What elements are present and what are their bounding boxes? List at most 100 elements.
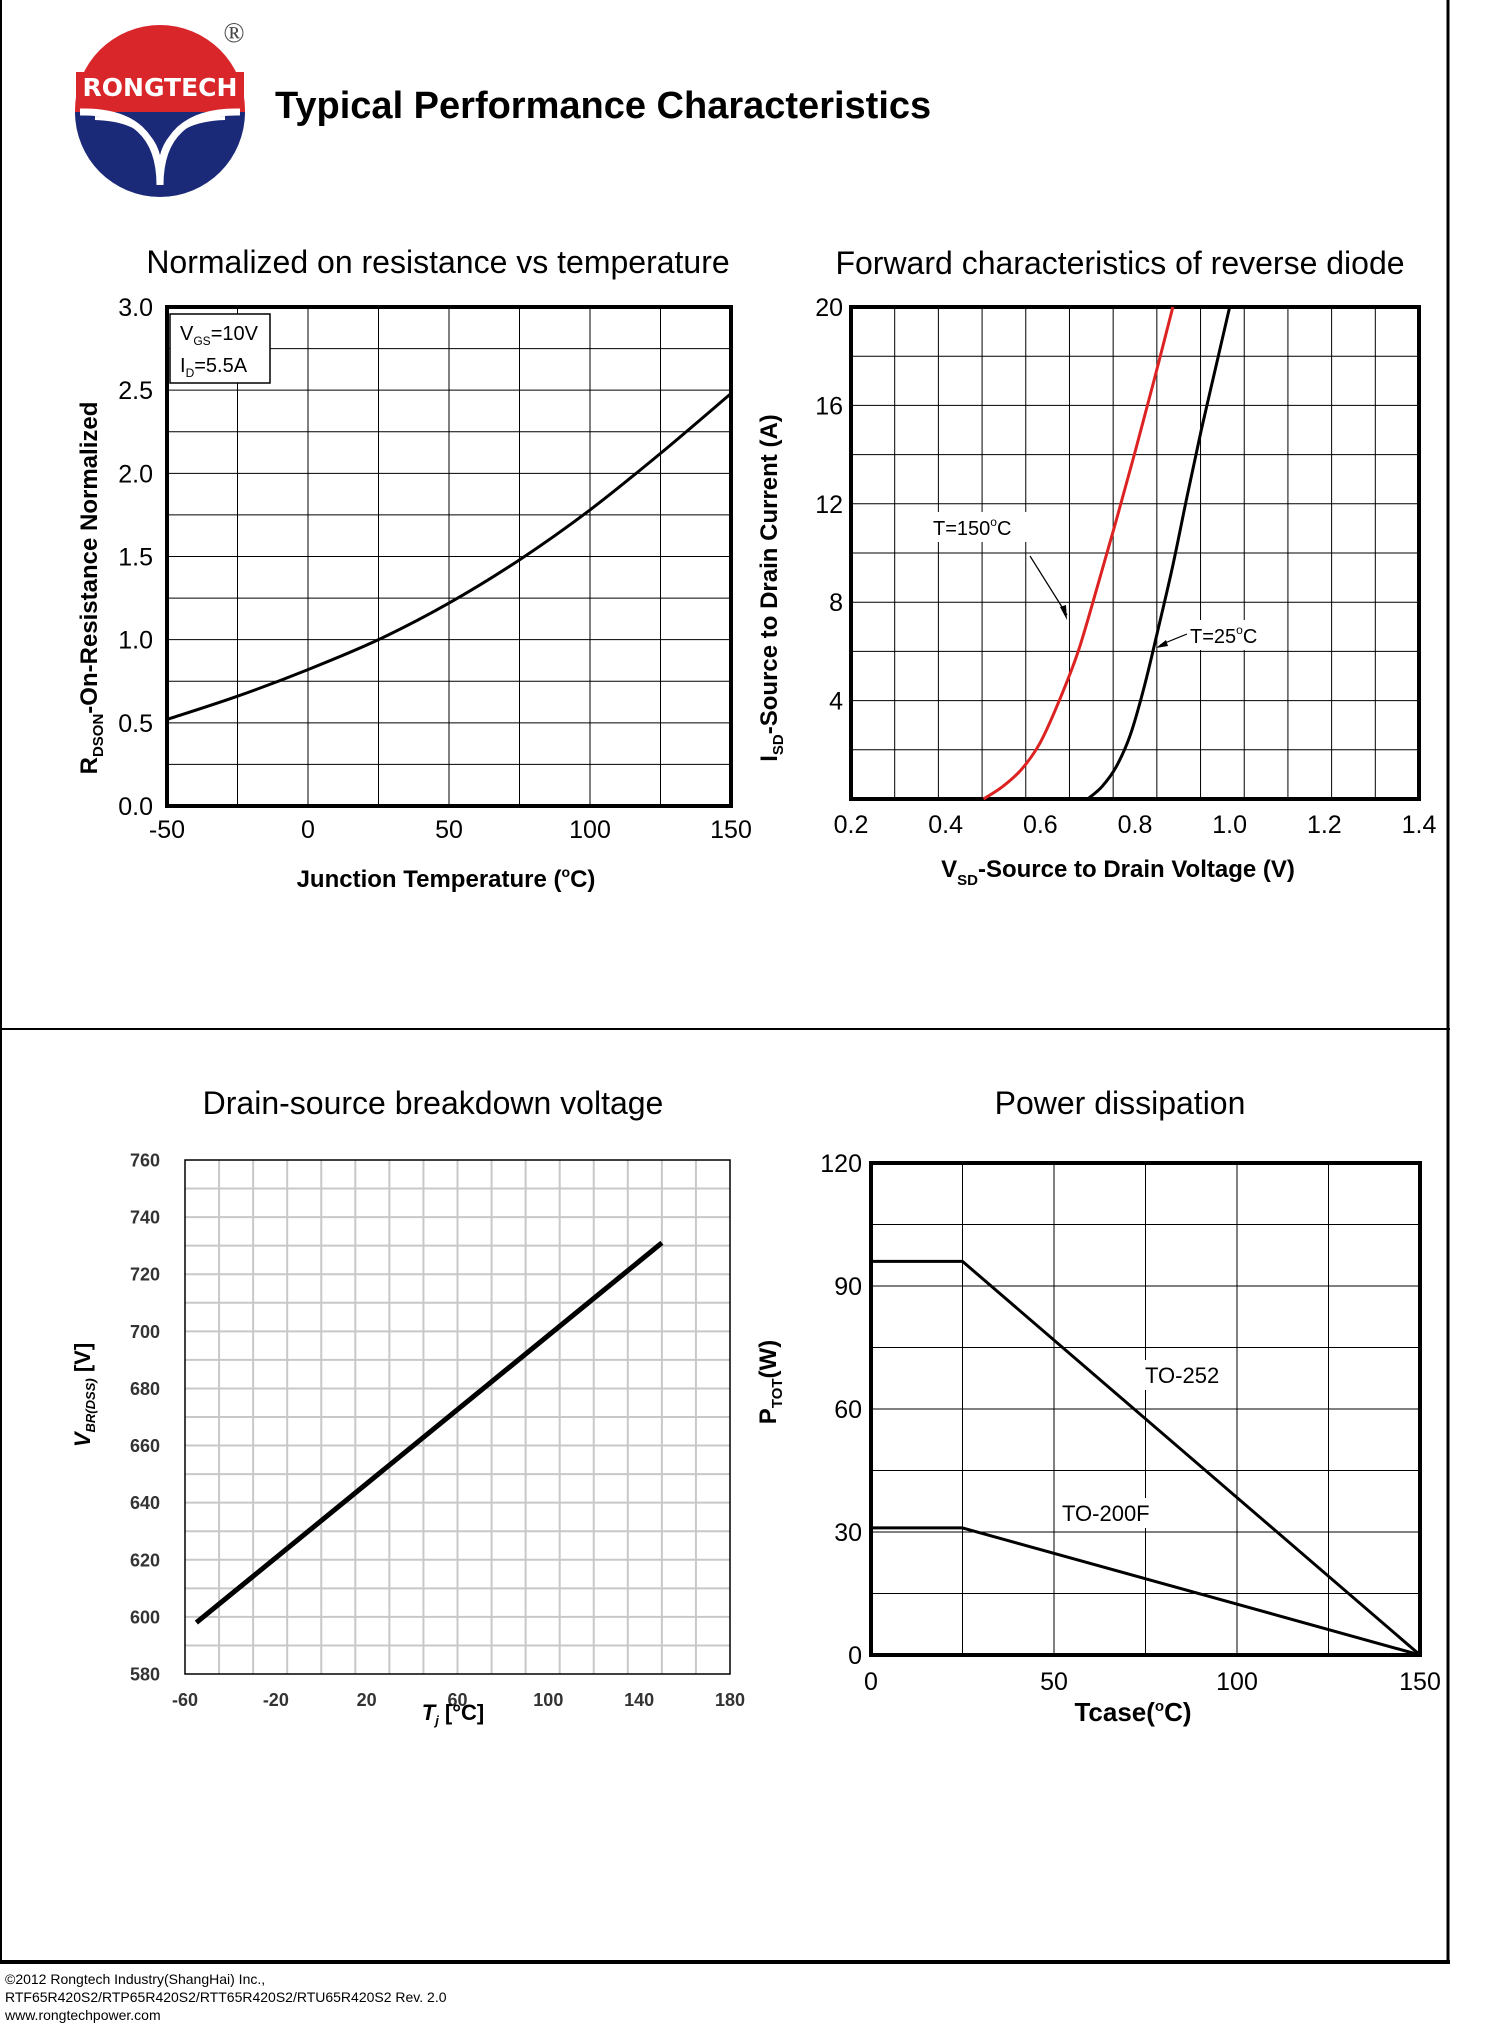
svg-text:T=150oC: T=150oC [933, 515, 1011, 540]
y-axis-label: ISD-Source to Drain Current (A) [756, 414, 787, 762]
chart-bvdss: Drain-source breakdown voltage -60 -20 20 6… [70, 1085, 745, 1728]
rongtech-logo: RONGTECH [75, 25, 245, 197]
series-line-to-200f [871, 1526, 1421, 1657]
x-tick-label: -20 [263, 1690, 289, 1710]
x-tick-label: 1.2 [1307, 811, 1342, 839]
chart-rdson: Normalized on resistance vs temperature … [76, 244, 752, 893]
x-axis-label: Tcase(oC) [1074, 1697, 1191, 1727]
x-tick-label: 20 [357, 1690, 377, 1710]
x-tick-label: 150 [710, 816, 752, 844]
y-tick-label: 580 [130, 1664, 160, 1684]
series-line-rdson [166, 392, 732, 721]
series-label: TO-252 [1145, 1363, 1219, 1388]
x-axis-label: Tj [°C] [422, 1700, 485, 1728]
y-tick-label: 30 [834, 1519, 862, 1547]
grid [165, 305, 733, 808]
chart-title: Power dissipation [995, 1085, 1246, 1121]
y-tick-label: 660 [130, 1436, 160, 1456]
plot-frame [849, 305, 1421, 801]
y-tick-label: 720 [130, 1265, 160, 1285]
logo-text: RONGTECH [83, 73, 238, 102]
condition-box: VGS=10V ID=5.5A [169, 313, 271, 384]
series-label: TO-200F [1062, 1501, 1150, 1526]
page-title: Typical Performance Characteristics [275, 85, 931, 127]
chart-title: Drain-source breakdown voltage [203, 1085, 664, 1121]
svg-text:T=25oC: T=25oC [1190, 623, 1257, 648]
annotation-vgs: VGS=10V [180, 323, 259, 348]
y-tick-label: 1.0 [118, 627, 153, 655]
x-tick-label: 0 [301, 816, 315, 844]
y-tick-label: 90 [834, 1273, 862, 1301]
series [871, 1259, 1421, 1657]
x-tick-label: 100 [533, 1690, 563, 1710]
x-tick-label: -50 [149, 816, 185, 844]
x-tick-label: 140 [624, 1690, 654, 1710]
x-tick-label: 50 [435, 816, 463, 844]
callout-150c: T=150oC [925, 512, 1068, 620]
y-tick-label: 4 [829, 688, 843, 716]
series-line-t-150-c [982, 306, 1175, 801]
chart-ptot: Power dissipation 0 50 100 150 0 30 60 90 120 TO… [755, 1085, 1441, 1727]
x-tick-label: 0.6 [1023, 811, 1058, 839]
registered-mark: ® [223, 18, 244, 49]
y-axis-label: RDSON-On-Resistance Normalized [76, 402, 107, 775]
y-tick-label: 12 [815, 491, 843, 519]
series [166, 392, 732, 721]
x-tick-label: 1.4 [1402, 811, 1437, 839]
website: www.rongtechpower.com [5, 2007, 161, 2023]
series-line-to-252 [871, 1259, 1421, 1657]
x-tick-label: 0.2 [834, 811, 869, 839]
series-line-t-25-c [1086, 306, 1232, 801]
y-tick-label: 1.5 [118, 544, 153, 572]
x-tick-label: 100 [569, 816, 611, 844]
series [194, 1240, 664, 1625]
y-tick-label: 620 [130, 1550, 160, 1570]
plot-frame [869, 1161, 1422, 1657]
y-tick-label: 120 [820, 1150, 862, 1178]
y-tick-label: 2.5 [118, 377, 153, 405]
label-to252: TO-252 [1138, 1360, 1230, 1390]
tick-labels: 0.2 0.4 0.6 0.8 1.0 1.2 1.4 4 8 12 16 20 [815, 294, 1436, 839]
y-tick-label: 0 [848, 1642, 862, 1670]
x-tick-label: 0.4 [928, 811, 963, 839]
y-tick-label: 0.0 [118, 793, 153, 821]
y-tick-label: 680 [130, 1379, 160, 1399]
y-tick-label: 8 [829, 589, 843, 617]
grid [184, 1159, 731, 1675]
y-axis-label: VBR(DSS) [V] [70, 1343, 98, 1447]
x-tick-label: 50 [1040, 1668, 1068, 1696]
callout-25c: T=25oC [1156, 620, 1276, 650]
chart-diode: Forward characteristics of reverse diode… [756, 245, 1436, 889]
part-numbers: RTF65R420S2/RTP65R420S2/RTT65R420S2/RTU6… [5, 1989, 447, 2005]
label-to200f: TO-200F [1055, 1498, 1165, 1528]
grid [869, 1161, 1422, 1657]
tick-labels: -50 0 50 100 150 0.0 0.5 1.0 1.5 2.0 2.5 3.0 [118, 294, 752, 844]
plot-frame [184, 1159, 731, 1675]
copyright: ©2012 Rongtech Industry(ShangHai) Inc., [5, 1971, 266, 1987]
tick-labels: -60 -20 20 60 100 140 180 580 600 620 640 660 680 700… [130, 1150, 745, 1710]
x-tick-label: 0 [864, 1668, 878, 1696]
x-tick-label: 150 [1399, 1668, 1441, 1696]
x-tick-label: 0.8 [1118, 811, 1153, 839]
x-axis-label: Junction Temperature (oC) [297, 864, 596, 893]
series-line-vbr-dss- [194, 1240, 664, 1625]
x-axis-label: VSD-Source to Drain Voltage (V) [941, 856, 1295, 889]
x-tick-label: -60 [172, 1690, 198, 1710]
plot-frame [165, 305, 733, 808]
x-tick-label: 60 [447, 1690, 467, 1710]
y-tick-label: 3.0 [118, 294, 153, 322]
chart-title: Normalized on resistance vs temperature [146, 244, 729, 280]
y-tick-label: 16 [815, 392, 843, 420]
y-tick-label: 60 [834, 1396, 862, 1424]
chart-title: Forward characteristics of reverse diode [835, 245, 1404, 281]
series [982, 306, 1232, 801]
y-tick-label: 600 [130, 1607, 160, 1627]
footer: ©2012 Rongtech Industry(ShangHai) Inc., … [5, 1970, 447, 2024]
x-tick-label: 1.0 [1212, 811, 1247, 839]
x-tick-label: 180 [715, 1690, 745, 1710]
tick-labels: 0 50 100 150 0 30 60 90 120 [820, 1150, 1441, 1696]
y-tick-label: 0.5 [118, 710, 153, 738]
y-tick-label: 700 [130, 1322, 160, 1342]
y-tick-label: 760 [130, 1150, 160, 1170]
y-tick-label: 2.0 [118, 460, 153, 488]
